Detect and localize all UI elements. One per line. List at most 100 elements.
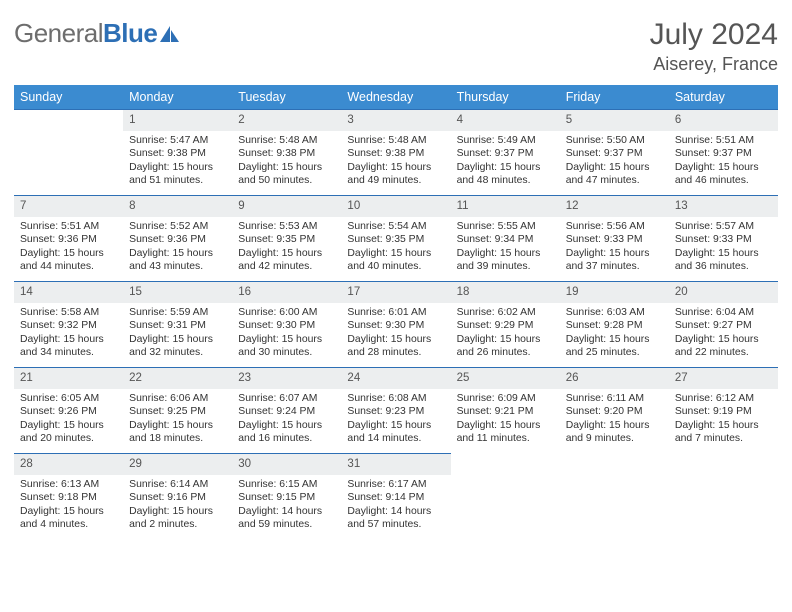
calendar-day-cell: 20Sunrise: 6:04 AMSunset: 9:27 PMDayligh… [669, 281, 778, 367]
day-body: Sunrise: 5:59 AMSunset: 9:31 PMDaylight:… [123, 303, 232, 364]
daylight-text: Daylight: 15 hours and 4 minutes. [20, 505, 117, 532]
location: Aiserey, France [650, 54, 778, 75]
logo-text-2: Blue [103, 18, 157, 48]
title-block: July 2024 Aiserey, France [650, 18, 778, 75]
day-body: Sunrise: 6:15 AMSunset: 9:15 PMDaylight:… [232, 475, 341, 536]
sunset-text: Sunset: 9:38 PM [347, 147, 444, 161]
day-body: Sunrise: 6:06 AMSunset: 9:25 PMDaylight:… [123, 389, 232, 450]
calendar-day-cell: 6Sunrise: 5:51 AMSunset: 9:37 PMDaylight… [669, 109, 778, 195]
sunset-text: Sunset: 9:26 PM [20, 405, 117, 419]
daylight-text: Daylight: 14 hours and 59 minutes. [238, 505, 335, 532]
sunset-text: Sunset: 9:20 PM [566, 405, 663, 419]
sunrise-text: Sunrise: 5:48 AM [238, 134, 335, 148]
day-body: Sunrise: 5:48 AMSunset: 9:38 PMDaylight:… [232, 131, 341, 192]
day-number: 17 [341, 281, 450, 303]
calendar-body: 1Sunrise: 5:47 AMSunset: 9:38 PMDaylight… [14, 109, 778, 536]
sunrise-text: Sunrise: 5:52 AM [129, 220, 226, 234]
sunrise-text: Sunrise: 5:57 AM [675, 220, 772, 234]
calendar-day-cell: 16Sunrise: 6:00 AMSunset: 9:30 PMDayligh… [232, 281, 341, 367]
sunset-text: Sunset: 9:18 PM [20, 491, 117, 505]
calendar-day-cell: 29Sunrise: 6:14 AMSunset: 9:16 PMDayligh… [123, 453, 232, 536]
day-number: 9 [232, 195, 341, 217]
daylight-text: Daylight: 15 hours and 22 minutes. [675, 333, 772, 360]
calendar-day-cell: 24Sunrise: 6:08 AMSunset: 9:23 PMDayligh… [341, 367, 450, 453]
day-number: 28 [14, 453, 123, 475]
sunset-text: Sunset: 9:24 PM [238, 405, 335, 419]
day-body: Sunrise: 5:56 AMSunset: 9:33 PMDaylight:… [560, 217, 669, 278]
sunrise-text: Sunrise: 5:51 AM [20, 220, 117, 234]
day-number: 24 [341, 367, 450, 389]
daylight-text: Daylight: 15 hours and 44 minutes. [20, 247, 117, 274]
day-number: 6 [669, 109, 778, 131]
day-number: 29 [123, 453, 232, 475]
sunset-text: Sunset: 9:34 PM [457, 233, 554, 247]
calendar-day-cell: 4Sunrise: 5:49 AMSunset: 9:37 PMDaylight… [451, 109, 560, 195]
calendar-day-cell: 23Sunrise: 6:07 AMSunset: 9:24 PMDayligh… [232, 367, 341, 453]
calendar-day-cell: 11Sunrise: 5:55 AMSunset: 9:34 PMDayligh… [451, 195, 560, 281]
day-body: Sunrise: 6:01 AMSunset: 9:30 PMDaylight:… [341, 303, 450, 364]
day-body: Sunrise: 5:48 AMSunset: 9:38 PMDaylight:… [341, 131, 450, 192]
day-body: Sunrise: 5:49 AMSunset: 9:37 PMDaylight:… [451, 131, 560, 192]
calendar-week-row: 7Sunrise: 5:51 AMSunset: 9:36 PMDaylight… [14, 195, 778, 281]
day-number: 26 [560, 367, 669, 389]
day-number: 3 [341, 109, 450, 131]
daylight-text: Daylight: 15 hours and 28 minutes. [347, 333, 444, 360]
calendar-blank-cell [451, 453, 560, 536]
daylight-text: Daylight: 15 hours and 37 minutes. [566, 247, 663, 274]
weekday-header: Wednesday [341, 85, 450, 109]
sunset-text: Sunset: 9:28 PM [566, 319, 663, 333]
daylight-text: Daylight: 15 hours and 16 minutes. [238, 419, 335, 446]
weekday-header: Sunday [14, 85, 123, 109]
calendar-day-cell: 14Sunrise: 5:58 AMSunset: 9:32 PMDayligh… [14, 281, 123, 367]
daylight-text: Daylight: 15 hours and 14 minutes. [347, 419, 444, 446]
daylight-text: Daylight: 15 hours and 36 minutes. [675, 247, 772, 274]
day-body: Sunrise: 5:58 AMSunset: 9:32 PMDaylight:… [14, 303, 123, 364]
sunrise-text: Sunrise: 6:11 AM [566, 392, 663, 406]
weekday-header: Friday [560, 85, 669, 109]
calendar-day-cell: 15Sunrise: 5:59 AMSunset: 9:31 PMDayligh… [123, 281, 232, 367]
sunset-text: Sunset: 9:37 PM [457, 147, 554, 161]
day-number: 11 [451, 195, 560, 217]
daylight-text: Daylight: 15 hours and 39 minutes. [457, 247, 554, 274]
month-title: July 2024 [650, 18, 778, 52]
sunrise-text: Sunrise: 6:13 AM [20, 478, 117, 492]
daylight-text: Daylight: 15 hours and 50 minutes. [238, 161, 335, 188]
daylight-text: Daylight: 15 hours and 43 minutes. [129, 247, 226, 274]
sunset-text: Sunset: 9:38 PM [238, 147, 335, 161]
sunset-text: Sunset: 9:19 PM [675, 405, 772, 419]
day-body: Sunrise: 6:08 AMSunset: 9:23 PMDaylight:… [341, 389, 450, 450]
calendar-table: SundayMondayTuesdayWednesdayThursdayFrid… [14, 85, 778, 536]
day-body: Sunrise: 5:47 AMSunset: 9:38 PMDaylight:… [123, 131, 232, 192]
calendar-day-cell: 31Sunrise: 6:17 AMSunset: 9:14 PMDayligh… [341, 453, 450, 536]
sunset-text: Sunset: 9:33 PM [566, 233, 663, 247]
day-number: 25 [451, 367, 560, 389]
sunrise-text: Sunrise: 5:47 AM [129, 134, 226, 148]
day-body: Sunrise: 5:52 AMSunset: 9:36 PMDaylight:… [123, 217, 232, 278]
sunrise-text: Sunrise: 5:49 AM [457, 134, 554, 148]
calendar-day-cell: 3Sunrise: 5:48 AMSunset: 9:38 PMDaylight… [341, 109, 450, 195]
calendar-blank-cell [669, 453, 778, 536]
calendar-day-cell: 26Sunrise: 6:11 AMSunset: 9:20 PMDayligh… [560, 367, 669, 453]
day-number: 23 [232, 367, 341, 389]
day-body: Sunrise: 5:50 AMSunset: 9:37 PMDaylight:… [560, 131, 669, 192]
daylight-text: Daylight: 14 hours and 57 minutes. [347, 505, 444, 532]
day-body: Sunrise: 6:05 AMSunset: 9:26 PMDaylight:… [14, 389, 123, 450]
logo-text-1: General [14, 18, 103, 48]
sunrise-text: Sunrise: 6:17 AM [347, 478, 444, 492]
day-number: 2 [232, 109, 341, 131]
calendar-day-cell: 27Sunrise: 6:12 AMSunset: 9:19 PMDayligh… [669, 367, 778, 453]
weekday-header: Monday [123, 85, 232, 109]
calendar-day-cell: 13Sunrise: 5:57 AMSunset: 9:33 PMDayligh… [669, 195, 778, 281]
calendar-day-cell: 17Sunrise: 6:01 AMSunset: 9:30 PMDayligh… [341, 281, 450, 367]
sunrise-text: Sunrise: 6:02 AM [457, 306, 554, 320]
sunrise-text: Sunrise: 6:01 AM [347, 306, 444, 320]
calendar-head: SundayMondayTuesdayWednesdayThursdayFrid… [14, 85, 778, 109]
sunrise-text: Sunrise: 6:14 AM [129, 478, 226, 492]
sunset-text: Sunset: 9:23 PM [347, 405, 444, 419]
day-number: 27 [669, 367, 778, 389]
calendar-day-cell: 1Sunrise: 5:47 AMSunset: 9:38 PMDaylight… [123, 109, 232, 195]
calendar-day-cell: 25Sunrise: 6:09 AMSunset: 9:21 PMDayligh… [451, 367, 560, 453]
daylight-text: Daylight: 15 hours and 18 minutes. [129, 419, 226, 446]
sunrise-text: Sunrise: 6:04 AM [675, 306, 772, 320]
daylight-text: Daylight: 15 hours and 7 minutes. [675, 419, 772, 446]
